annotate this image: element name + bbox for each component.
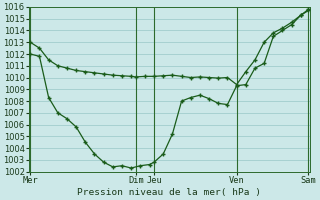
X-axis label: Pression niveau de la mer( hPa ): Pression niveau de la mer( hPa ): [77, 188, 261, 197]
